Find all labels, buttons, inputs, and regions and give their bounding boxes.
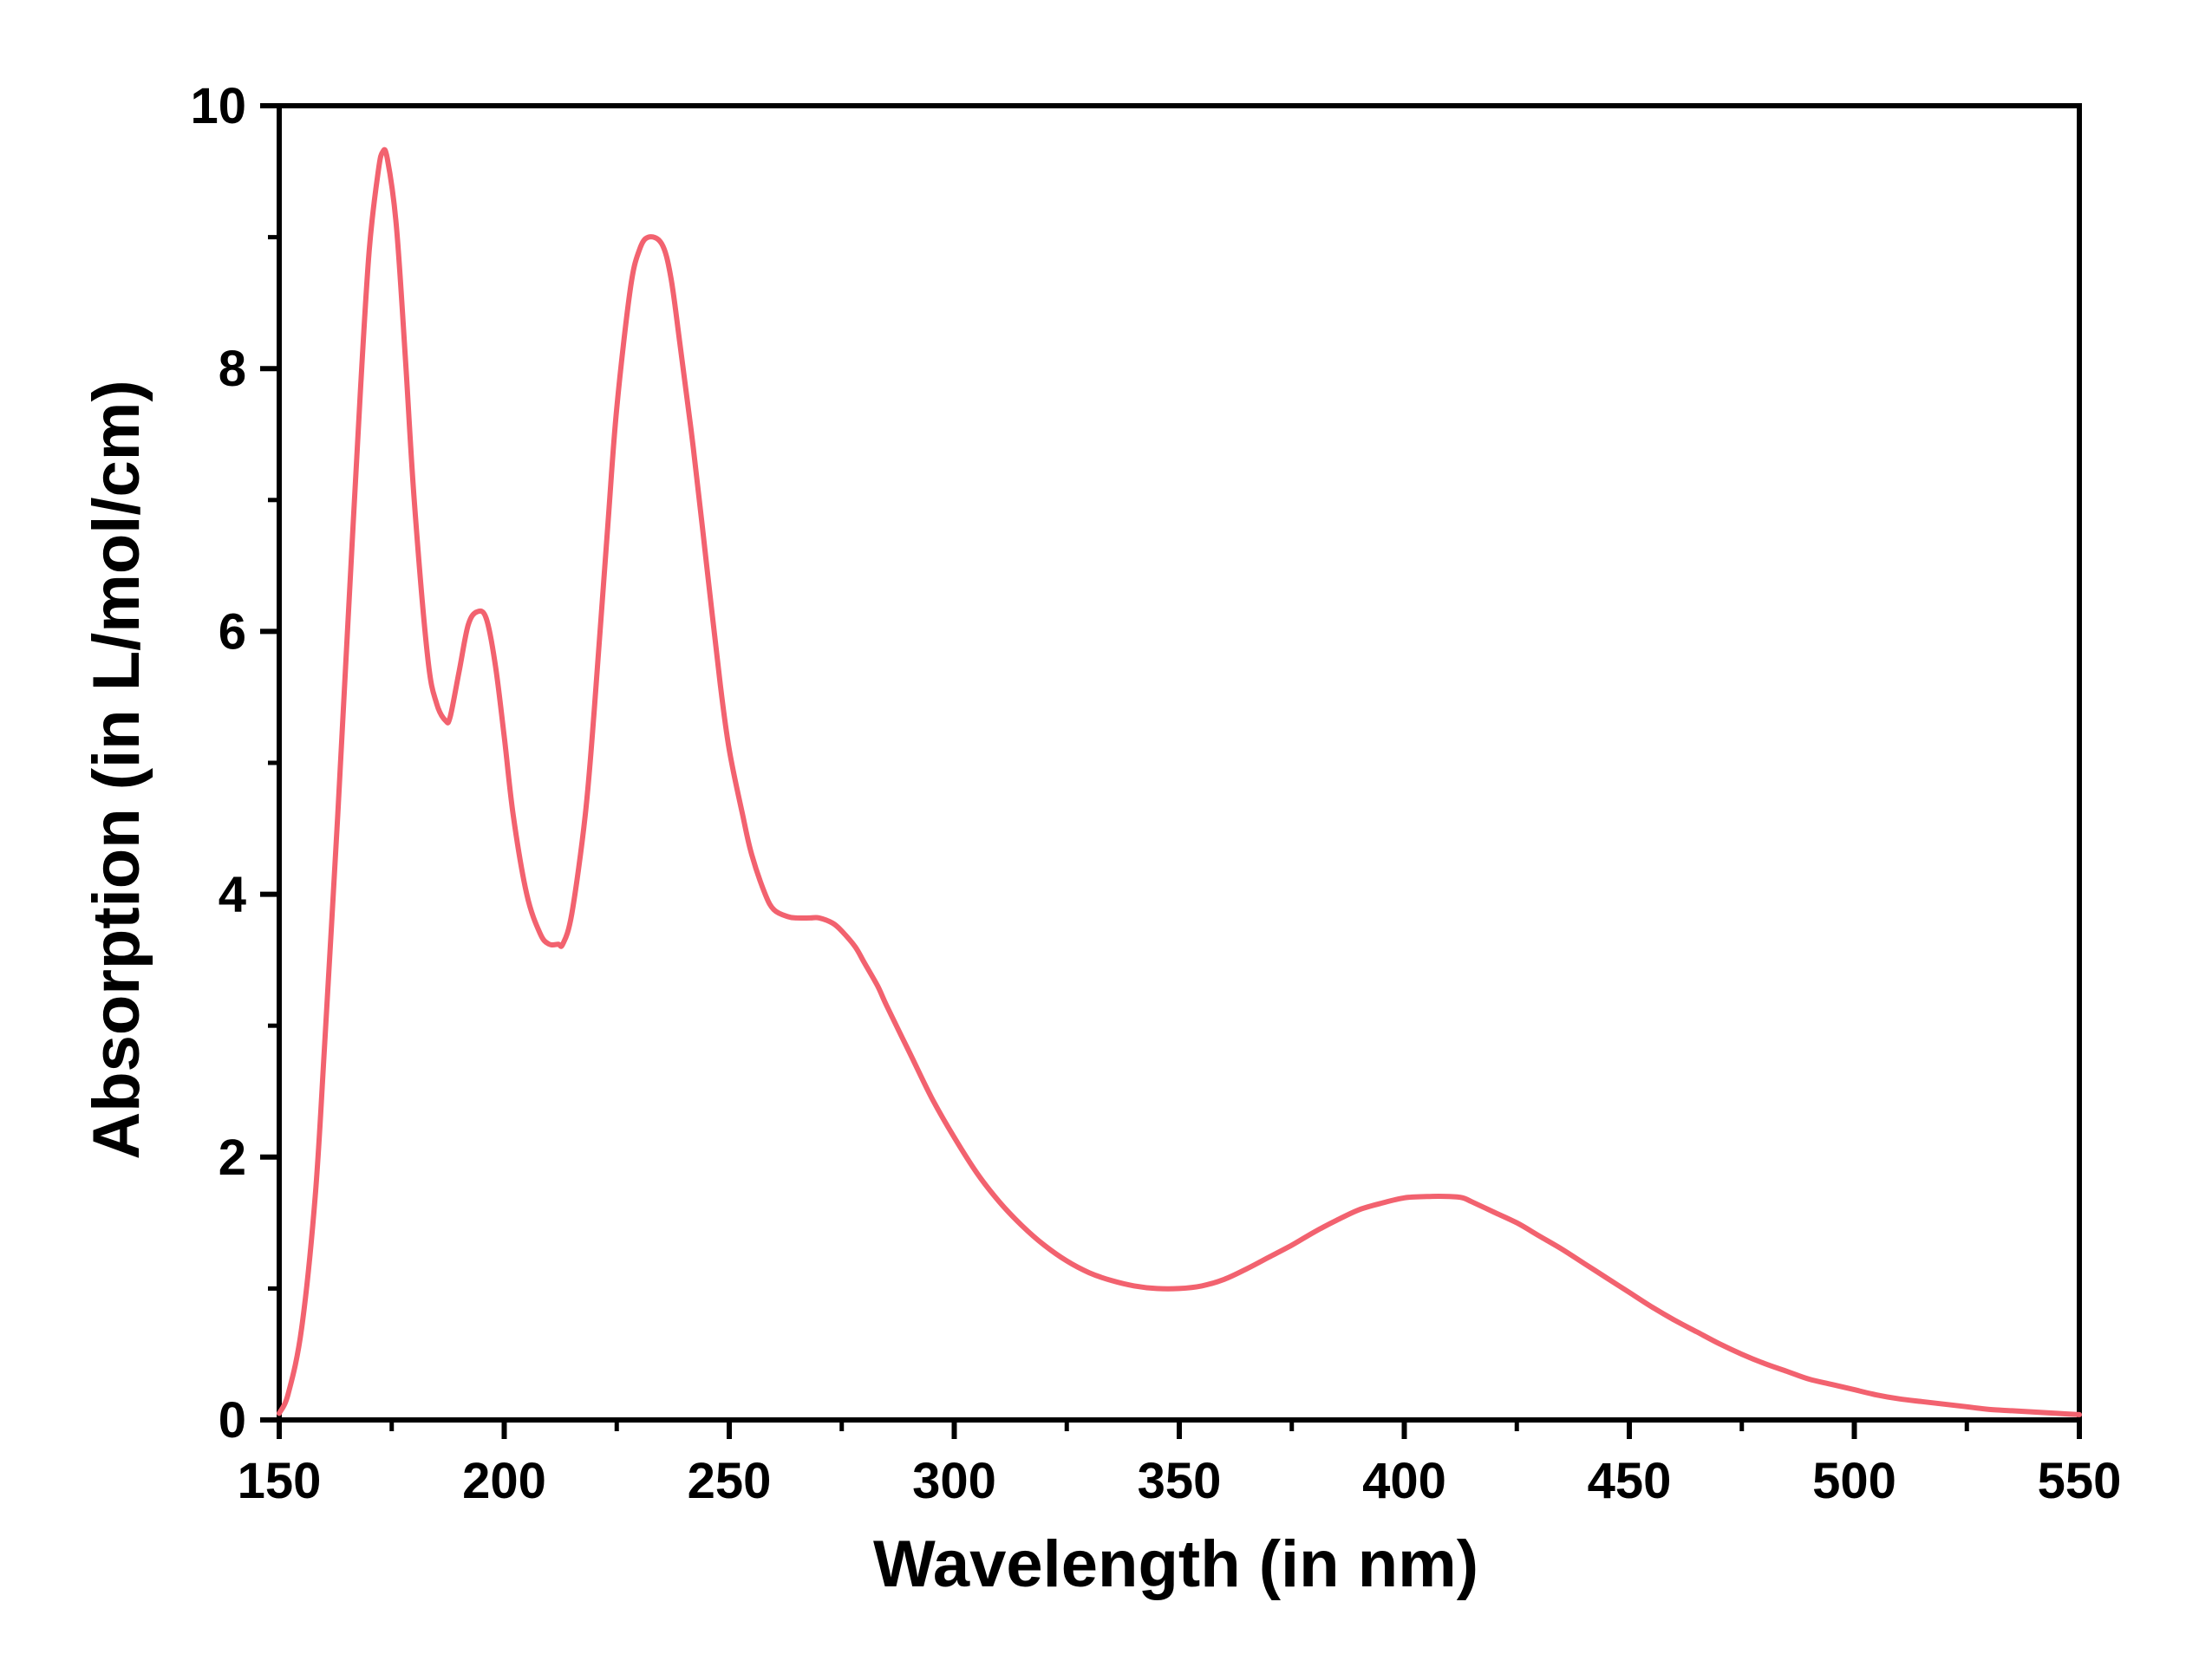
- y-tick-label: 4: [219, 867, 246, 923]
- plot-frame: [277, 103, 2082, 1423]
- y-axis-label: Absorption (in L/mol/cm): [80, 380, 153, 1159]
- x-tick-label: 200: [462, 1453, 546, 1509]
- y-tick-label: 0: [219, 1392, 246, 1449]
- y-tick-label: 10: [190, 78, 246, 134]
- x-tick-label: 150: [238, 1453, 322, 1509]
- x-tick-label: 450: [1588, 1453, 1672, 1509]
- y-tick-label: 6: [219, 603, 246, 660]
- x-tick-label: 250: [688, 1453, 772, 1509]
- x-tick-label: 500: [1812, 1453, 1896, 1509]
- x-axis-label: Wavelength (in nm): [873, 1527, 1478, 1601]
- absorption-series-line: [277, 147, 2082, 1417]
- x-tick-label: 550: [2038, 1453, 2122, 1509]
- y-tick-label: 8: [219, 341, 246, 397]
- x-tick-label: 400: [1362, 1453, 1446, 1509]
- x-tick-label: 300: [912, 1453, 996, 1509]
- x-tick-label: 350: [1138, 1453, 1222, 1509]
- y-tick-label: 2: [219, 1130, 246, 1186]
